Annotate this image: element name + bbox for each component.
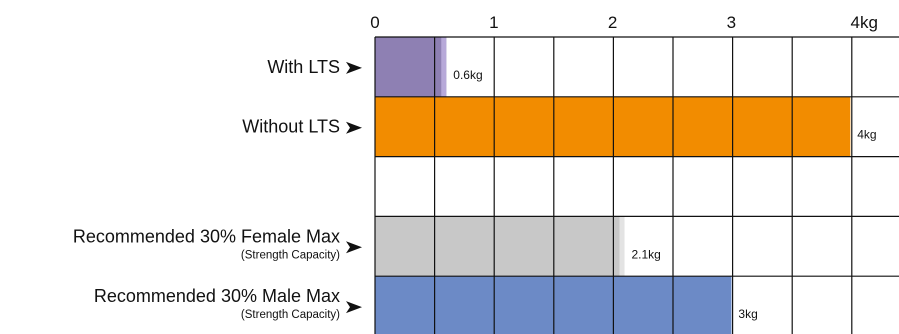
x-tick-label: 1 <box>489 13 498 32</box>
category-label: Recommended 30% Male Max <box>94 286 340 306</box>
pointer-arrow-icon <box>346 121 362 134</box>
value-label: 0.6kg <box>453 68 482 82</box>
x-tick-label: 4kg <box>850 13 877 32</box>
grid <box>374 36 899 334</box>
bar-recommended-30-female-max <box>375 216 625 277</box>
value-label: 3kg <box>738 307 757 321</box>
bar-end-marker <box>845 96 851 157</box>
category-label: Recommended 30% Female Max <box>73 226 340 246</box>
x-axis-ticks: 0 1 2 3 4kg <box>370 13 878 32</box>
row-labels: With LTS Without LTS Recommended 30% Femal… <box>73 57 362 321</box>
bar-with-lts <box>375 37 447 97</box>
x-tick-label: 2 <box>608 13 617 32</box>
value-label: 2.1kg <box>631 247 660 261</box>
category-sublabel: (Strength Capacity) <box>241 309 340 321</box>
category-sublabel: (Strength Capacity) <box>241 249 340 261</box>
bar-without-lts <box>375 96 851 157</box>
bar-end-marker <box>441 37 447 97</box>
value-label: 4kg <box>857 128 876 142</box>
category-label: Without LTS <box>242 117 340 137</box>
pointer-arrow-icon <box>346 301 362 314</box>
pointer-arrow-icon <box>346 61 362 74</box>
bar-end-marker <box>619 216 625 277</box>
bar-end-marker <box>726 276 732 334</box>
pointer-arrow-icon <box>346 241 362 254</box>
value-labels: 0.6kg 4kg 2.1kg 3kg <box>453 68 876 321</box>
x-tick-label: 0 <box>370 13 379 32</box>
category-label: With LTS <box>267 57 340 77</box>
bars <box>375 37 851 334</box>
x-tick-label: 3 <box>727 13 736 32</box>
